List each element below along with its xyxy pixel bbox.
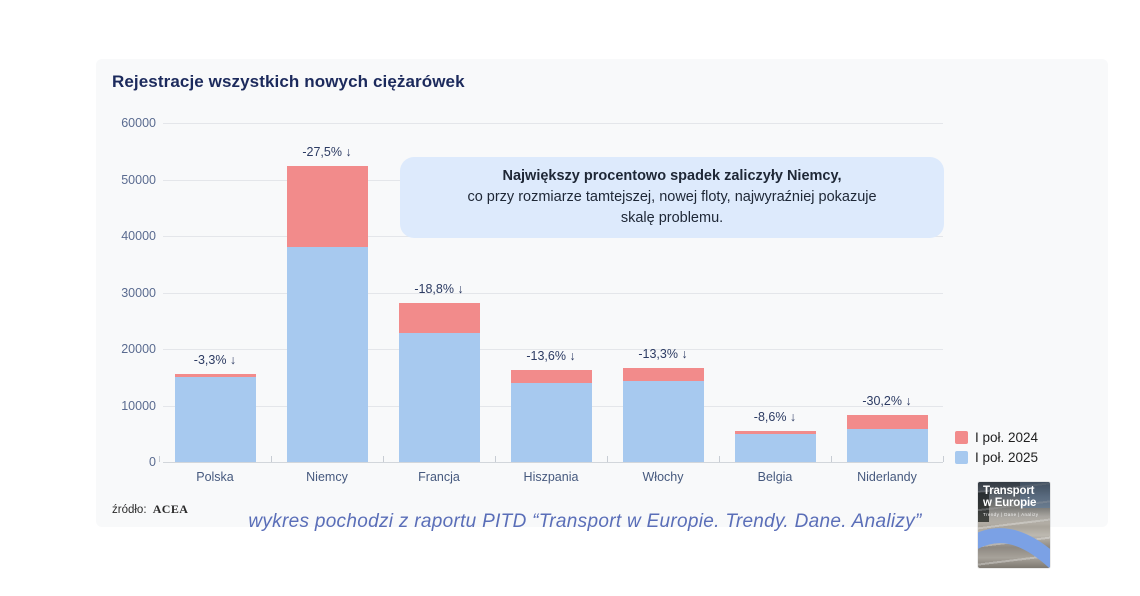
bar-włochy-2025-segment	[622, 380, 704, 462]
y-axis-label-20000: 20000	[121, 342, 156, 356]
pct-label-hiszpania: -13,6% ↓	[526, 349, 576, 364]
legend-item-2025: I poł. 2025	[955, 450, 1038, 465]
x-axis-tick	[719, 456, 720, 462]
cover-subtitle: Trendy | Dane | Analizy	[983, 511, 1039, 517]
annotation-line-2: co przy rozmiarze tamtejszej, nowej flot…	[467, 188, 877, 205]
bar-niderlandy-2025-segment	[846, 428, 928, 462]
y-axis-label-40000: 40000	[121, 229, 156, 243]
x-axis-tick	[607, 456, 608, 462]
grid-line-30000	[163, 292, 943, 294]
bar-belgia	[734, 431, 816, 462]
bar-polska-2025-segment	[174, 377, 256, 462]
chart-legend: I poł. 2024 I poł. 2025	[955, 430, 1038, 470]
pct-label-francja: -18,8% ↓	[414, 281, 464, 296]
x-axis-label-niemcy: Niemcy	[306, 470, 348, 484]
x-axis-tick	[495, 456, 496, 462]
bar-włochy	[622, 368, 704, 462]
y-axis-label-0: 0	[149, 455, 156, 469]
y-axis-label-60000: 60000	[121, 116, 156, 130]
grid-line-60000	[163, 123, 943, 124]
bar-francja	[398, 302, 480, 462]
pct-label-włochy: -13,3% ↓	[638, 347, 688, 362]
source-prefix: źródło:	[112, 504, 147, 516]
pct-label-niderlandy: -30,2% ↓	[862, 393, 912, 408]
annotation-line-3: skalę problemu.	[620, 210, 724, 226]
x-axis-label-hiszpania: Hiszpania	[523, 470, 579, 484]
x-axis-tick	[271, 456, 272, 462]
bar-hiszpania-2025-segment	[510, 382, 592, 462]
bar-niemcy	[286, 165, 368, 462]
x-axis-label-belgia: Belgia	[757, 470, 793, 484]
legend-swatch-2025-icon	[955, 451, 968, 464]
x-axis-label-włochy: Włochy	[642, 470, 684, 484]
legend-label-2024: I poł. 2024	[975, 430, 1039, 445]
chart-title: Rejestracje wszystkich nowych ciężarówek	[112, 72, 465, 91]
x-axis-tick	[383, 456, 384, 462]
bar-hiszpania	[510, 370, 592, 462]
pct-label-polska: -3,3% ↓	[193, 353, 237, 368]
cover-swoosh-icon	[978, 528, 1050, 568]
source-note: źródło: ACEA	[112, 502, 188, 517]
pct-label-belgia: -8,6% ↓	[753, 410, 797, 425]
x-axis-label-niderlandy: Niderlandy	[857, 470, 917, 484]
x-axis-tick	[831, 456, 832, 462]
bar-francja-2025-segment	[398, 332, 480, 462]
bar-niderlandy	[846, 414, 928, 462]
x-axis-line	[163, 462, 943, 463]
y-axis-label-50000: 50000	[121, 172, 156, 187]
source-name: ACEA	[152, 502, 189, 516]
annotation-line-1: Największy procentowo spadek zaliczyły N…	[502, 167, 842, 184]
bar-belgia-2025-segment	[734, 434, 816, 462]
grid-line-20000	[163, 349, 943, 350]
x-axis-tick	[943, 456, 944, 462]
legend-swatch-2024-icon	[955, 431, 968, 444]
legend-item-2024: I poł. 2024	[955, 430, 1038, 445]
x-axis-tick	[159, 456, 160, 462]
cover-text: Transport w Europie Trendy | Dane | Anal…	[983, 485, 1048, 517]
cover-title-line-2: w Europie	[983, 496, 1037, 509]
report-caption: wykres pochodzi z raportu PITD “Transpor…	[248, 511, 922, 532]
pct-label-niemcy: -27,5% ↓	[302, 144, 352, 159]
legend-label-2025: I poł. 2025	[975, 450, 1039, 465]
y-axis-label-30000: 30000	[121, 285, 156, 300]
annotation-box: Największy procentowo spadek zaliczyły N…	[400, 157, 944, 238]
bar-polska	[174, 374, 256, 462]
report-cover-thumbnail: Transport w Europie Trendy | Dane | Anal…	[978, 482, 1050, 568]
y-axis-label-10000: 10000	[121, 398, 156, 413]
x-axis-label-polska: Polska	[196, 470, 234, 484]
cover-title-line-1: Transport	[983, 485, 1035, 497]
bar-niemcy-2025-segment	[286, 247, 368, 462]
x-axis-label-francja: Francja	[418, 470, 460, 484]
